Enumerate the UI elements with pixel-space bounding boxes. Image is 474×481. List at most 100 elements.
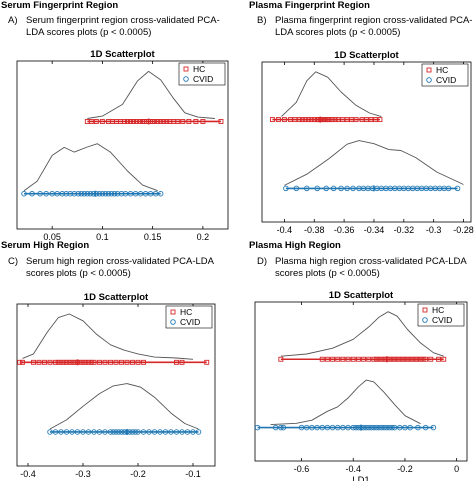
legend bbox=[417, 303, 465, 327]
plot-frame bbox=[254, 301, 468, 462]
panel-c: Serum High Region C) Serum high region c… bbox=[0, 240, 237, 481]
data-point-cvid bbox=[319, 424, 325, 431]
data-point-hc bbox=[175, 119, 181, 124]
data-point-hc bbox=[345, 356, 351, 362]
legend bbox=[421, 63, 469, 87]
data-point-hc bbox=[86, 359, 91, 365]
density-curve-hc bbox=[87, 70, 215, 119]
x-tick-label: -0.34 bbox=[364, 225, 385, 235]
data-point-cvid bbox=[422, 424, 429, 431]
data-point-cvid bbox=[96, 429, 103, 435]
data-point-cvid bbox=[184, 429, 191, 435]
legend-marker-cvid bbox=[183, 76, 189, 82]
data-point-hc bbox=[418, 356, 423, 362]
data-point-hc bbox=[119, 359, 124, 365]
caption-line-1: Plasma fingerprint region cross-validate… bbox=[275, 15, 473, 26]
data-point-hc bbox=[379, 356, 385, 362]
data-point-hc bbox=[405, 356, 410, 362]
data-point-cvid bbox=[162, 429, 169, 435]
data-point-hc bbox=[420, 356, 426, 362]
data-point-hc bbox=[135, 359, 141, 365]
data-point-cvid bbox=[314, 424, 320, 431]
data-point-cvid bbox=[280, 424, 287, 431]
data-point-hc bbox=[311, 117, 317, 123]
data-point-hc bbox=[161, 119, 167, 124]
region-title: Serum Fingerprint Region bbox=[1, 0, 119, 11]
data-point-hc bbox=[364, 117, 369, 123]
data-point-cvid bbox=[37, 190, 43, 197]
data-point-cvid bbox=[340, 424, 346, 431]
legend-label-cvid: CVID bbox=[436, 75, 456, 85]
data-point-hc bbox=[130, 359, 135, 365]
data-point-cvid bbox=[303, 424, 310, 431]
data-point-cvid bbox=[345, 424, 351, 431]
data-point-hc bbox=[412, 356, 418, 362]
x-tick-label: -0.1 bbox=[185, 469, 201, 479]
data-point-hc bbox=[361, 356, 367, 362]
data-point-hc bbox=[344, 117, 350, 123]
legend-label-cvid: CVID bbox=[193, 74, 213, 84]
data-point-cvid bbox=[157, 429, 163, 435]
density-curve-hc bbox=[22, 313, 194, 360]
caption-line-2: LDA scores plots (p < 0.0005) bbox=[26, 27, 152, 38]
data-point-hc bbox=[397, 356, 403, 362]
data-point-hc bbox=[308, 117, 314, 123]
legend-label-cvid: CVID bbox=[432, 315, 452, 325]
data-point-cvid bbox=[304, 185, 310, 192]
x-tick-label: 0.05 bbox=[43, 232, 61, 240]
data-point-cvid bbox=[402, 424, 408, 431]
data-point-hc bbox=[131, 119, 137, 124]
data-point-hc bbox=[335, 117, 341, 123]
data-point-hc bbox=[275, 117, 281, 123]
data-point-cvid bbox=[366, 424, 372, 431]
data-point-cvid bbox=[96, 190, 103, 197]
data-point-cvid bbox=[190, 429, 196, 435]
panel-d: Plasma High Region D) Plasma high region… bbox=[237, 240, 474, 481]
data-point-cvid bbox=[80, 429, 86, 435]
data-point-hc bbox=[58, 359, 64, 365]
data-point-cvid bbox=[146, 429, 152, 435]
data-point-hc bbox=[158, 119, 164, 124]
data-point-hc bbox=[324, 356, 330, 362]
data-point-hc bbox=[436, 356, 442, 362]
x-axis-label: LD1 bbox=[352, 475, 369, 481]
data-point-cvid bbox=[52, 429, 59, 435]
legend-label-hc: HC bbox=[432, 305, 444, 315]
density-curve-hc bbox=[280, 311, 444, 357]
legend-marker-hc bbox=[426, 67, 432, 73]
data-point-cvid bbox=[69, 429, 75, 435]
data-point-hc bbox=[407, 356, 413, 362]
data-point-hc bbox=[53, 359, 58, 365]
data-point-hc bbox=[66, 359, 72, 365]
caption-line-2: scores plots (p < 0.0005) bbox=[275, 268, 380, 279]
density-curve-cvid bbox=[270, 379, 421, 426]
data-point-cvid bbox=[330, 185, 337, 192]
data-point-hc bbox=[47, 359, 53, 365]
data-point-hc bbox=[69, 359, 75, 365]
data-point-hc bbox=[329, 117, 335, 123]
data-point-cvid bbox=[99, 190, 106, 197]
data-point-cvid bbox=[272, 424, 279, 431]
data-point-hc bbox=[299, 117, 305, 123]
x-tick-label: -0.2 bbox=[130, 469, 146, 479]
data-point-hc bbox=[91, 359, 97, 365]
x-tick-label: -0.2 bbox=[397, 464, 413, 474]
data-point-hc bbox=[108, 359, 113, 365]
data-point-cvid bbox=[110, 429, 116, 435]
data-point-cvid bbox=[391, 424, 398, 431]
data-point-hc bbox=[335, 356, 341, 362]
data-point-cvid bbox=[350, 185, 356, 192]
density-curve-cvid bbox=[284, 140, 464, 186]
data-point-hc bbox=[31, 359, 36, 365]
data-point-cvid bbox=[445, 185, 452, 192]
data-point-hc bbox=[281, 117, 287, 123]
chart-title: 1D Scatterplot bbox=[84, 292, 149, 303]
plot-frame bbox=[261, 61, 472, 223]
data-point-cvid bbox=[415, 424, 421, 431]
x-tick-label: -0.4 bbox=[345, 464, 361, 474]
data-point-cvid bbox=[102, 190, 109, 197]
data-point-hc bbox=[350, 356, 356, 362]
